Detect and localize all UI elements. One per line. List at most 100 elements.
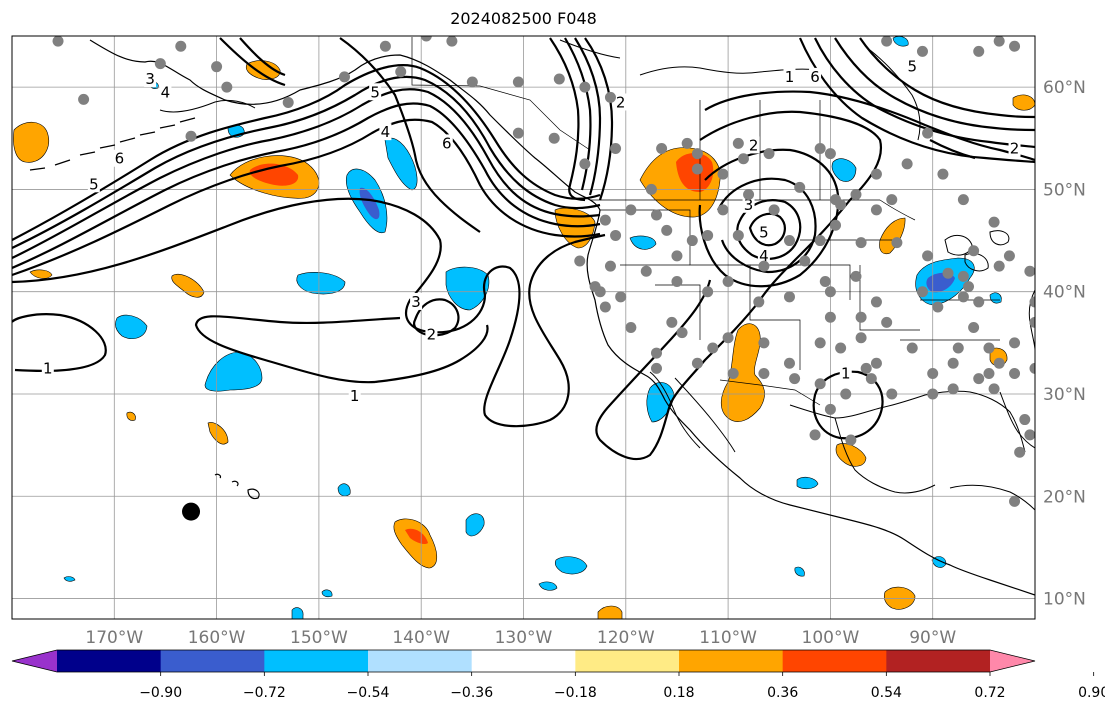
colorbar-segment (160, 650, 265, 672)
observation-dot (548, 132, 560, 144)
observation-dot (512, 127, 524, 139)
observation-dot (52, 36, 64, 47)
observation-dot (154, 58, 166, 70)
contour-label-bg (379, 123, 392, 141)
observation-dot (886, 388, 898, 400)
observation-dot (988, 383, 1000, 395)
colorbar (11, 649, 1036, 673)
observation-dot (942, 267, 954, 279)
colorbar-tick-label: −0.72 (243, 685, 286, 701)
contour-label-bg (87, 175, 100, 193)
observation-dot (845, 434, 857, 446)
colorbar-segment (886, 650, 991, 672)
observation-dot (814, 378, 826, 390)
observation-dot (420, 36, 432, 42)
observation-dot (1055, 158, 1066, 169)
colorbar-labels: −0.90 −0.72 −0.54 −0.36 −0.18 0.18 0.36 0.54 0.7… (139, 672, 1105, 701)
negative-anomaly-region (538, 581, 558, 591)
positive-anomaly-region (245, 60, 281, 80)
contour-label: 2 (616, 93, 626, 111)
observation-dot (968, 245, 980, 257)
observation-dot (993, 260, 1005, 272)
observation-dot (722, 275, 734, 287)
observation-dot (830, 219, 842, 231)
negative-anomaly-region (204, 351, 263, 392)
observation-dot (185, 130, 197, 142)
observation-dot (1009, 337, 1021, 349)
colorbar-tick-label: 0.18 (663, 685, 694, 701)
observation-dot (993, 36, 1005, 47)
colorbar-segment (679, 650, 784, 672)
colorbar-segment (57, 650, 162, 672)
observation-dot (579, 158, 591, 170)
observation-dot (870, 204, 882, 216)
negative-anomaly-region (554, 556, 588, 575)
contour-label: 4 (381, 123, 391, 141)
observation-dot (691, 148, 703, 160)
observation-dot (579, 81, 591, 93)
negative-anomaly-region (831, 158, 857, 182)
colorbar-tick-label: 0.72 (974, 685, 1005, 701)
contour-label: 2 (1010, 140, 1020, 158)
observation-dot (835, 342, 847, 354)
observation-dot (1024, 429, 1035, 441)
contour-label-bg (113, 149, 126, 167)
observation-dot (814, 337, 826, 349)
contour-label-bg (1008, 139, 1021, 157)
observation-dot (881, 316, 893, 328)
observation-dot (78, 93, 90, 105)
negative-anomaly-region (115, 314, 148, 339)
positive-anomaly-region (207, 422, 229, 445)
observation-dot (1019, 414, 1031, 426)
observation-dot (963, 281, 975, 293)
observation-dot (983, 368, 995, 380)
observation-dot (937, 168, 949, 180)
observation-dot (824, 311, 836, 323)
contour-label: 5 (370, 83, 380, 101)
observation-dot (814, 235, 826, 247)
observation-dot (973, 373, 985, 385)
observation-dot (645, 183, 657, 195)
observation-dot (835, 199, 847, 211)
observation-dot (640, 265, 652, 277)
observation-dot (916, 286, 928, 298)
observation-dot (824, 286, 836, 298)
observation-dot (988, 216, 1000, 228)
colorbar-tick-label: 0.54 (871, 685, 902, 701)
observation-dot (717, 168, 729, 180)
lon-tick-label: 100°W (802, 628, 860, 648)
observation-dot (686, 235, 698, 247)
longitude-labels: 170°W 160°W 150°W 140°W 130°W 120°W 110°W 100°W… (85, 628, 956, 648)
contour-label-bg (747, 136, 760, 154)
observation-dot (681, 137, 693, 149)
contour-label: 3 (145, 70, 155, 88)
contour-label-bg (410, 292, 423, 310)
positive-anomaly-region (835, 443, 867, 467)
observation-dot (702, 229, 714, 241)
lat-tick-label: 60°N (1043, 78, 1086, 98)
observation-dot (395, 66, 407, 78)
positive-anomaly-region (126, 411, 136, 421)
contour-label: 2 (427, 326, 437, 344)
observation-dot (927, 368, 939, 380)
observation-dot (737, 153, 749, 165)
observation-dot (650, 362, 662, 374)
observation-dot (809, 429, 821, 441)
observation-dot (814, 143, 826, 155)
observation-dot (922, 127, 934, 139)
observation-dot (594, 286, 606, 298)
lat-tick-label: 50°N (1043, 180, 1086, 200)
observation-dot (840, 388, 852, 400)
map-title: 2024082500 F048 (450, 9, 597, 28)
observation-dot (722, 332, 734, 344)
observation-dot (338, 71, 350, 83)
colorbar-tick-label: −0.36 (450, 685, 493, 701)
negative-anomaly-region (63, 576, 76, 582)
contour-label: 3 (744, 196, 754, 214)
positive-anomaly-region (405, 528, 428, 545)
observation-dot (870, 296, 882, 308)
observation-dot (732, 137, 744, 149)
observation-dot (743, 189, 755, 201)
